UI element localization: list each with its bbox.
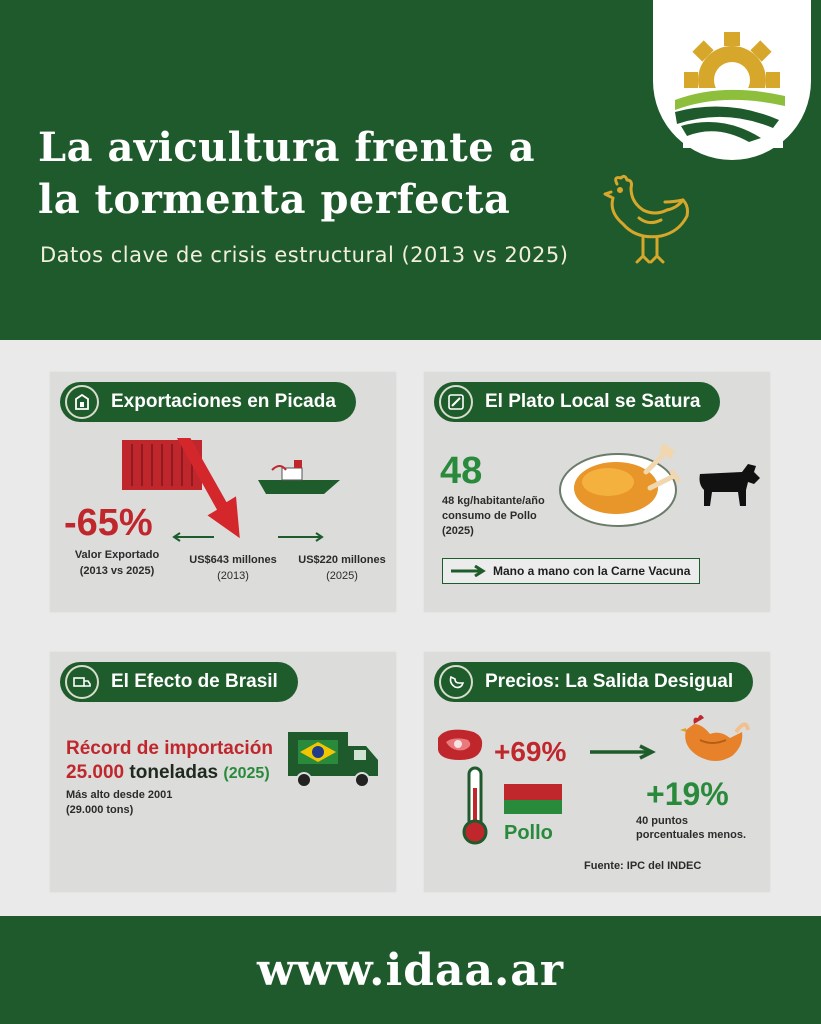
arrow-right-icon: [278, 532, 324, 542]
page-title: La avicultura frente a la tormenta perfe…: [38, 122, 535, 226]
exports-2025-block: US$220 millones (2025): [290, 552, 394, 584]
brasil-notes: Más alto desde 2001 (29.000 tons): [66, 788, 172, 818]
truck-icon: [288, 732, 378, 788]
beef-bar: [504, 784, 562, 800]
prices-source: Fuente: IPC del INDEC: [584, 860, 702, 872]
roast-chicken-icon: [559, 443, 681, 527]
brasil-line-1: Récord de importación: [66, 738, 273, 759]
prices-beef-pct: +69%: [494, 736, 567, 767]
prices-chicken-pct: +19%: [646, 776, 729, 812]
exports-amount-2013: US$643 millones: [189, 554, 277, 566]
chicken-bar: [504, 800, 562, 814]
truck-badge-icon: [65, 665, 99, 699]
exports-value-label: Valor Exportado: [74, 549, 160, 561]
brasil-tons: 25.000: [66, 762, 125, 783]
exports-2013-block: US$643 millones (2013): [178, 552, 288, 584]
plate-compare-box: Mano a mano con la Carne Vacuna: [442, 558, 700, 584]
card-plate-title: El Plato Local se Satura: [485, 391, 701, 412]
hen-icon: [603, 174, 689, 264]
card-exports: Exportaciones en Picada -65% Valor Expor…: [50, 372, 396, 612]
brasil-note-1: Más alto desde 2001: [66, 789, 173, 801]
arrow-right-icon: [590, 744, 656, 760]
brasil-tons-year: (2025): [223, 765, 270, 782]
down-arrow-icon: [176, 438, 240, 538]
prices-points-2: porcentuales menos.: [636, 829, 747, 841]
ship-icon: [258, 460, 340, 494]
brazil-flag-icon: [298, 740, 338, 764]
container-icon: [122, 438, 340, 538]
plate-compare-text: Mano a mano con la Carne Vacuna: [493, 564, 691, 578]
card-exports-header: Exportaciones en Picada: [60, 382, 356, 422]
title-line-2: la tormenta perfecta: [38, 176, 511, 223]
header: La avicultura frente a la tormenta perfe…: [0, 0, 821, 340]
logo: [653, 0, 811, 160]
card-prices: Precios: La Salida Desigual +69% Pollo +…: [424, 652, 770, 892]
thermometer-icon: [462, 766, 488, 845]
subtitle: Datos clave de crisis estructural (2013 …: [40, 243, 569, 267]
prices-points-1: 40 puntos: [636, 815, 688, 827]
plate-big-number: 48: [440, 450, 483, 492]
plate-line-3: (2025): [442, 525, 474, 537]
card-brasil-header: El Efecto de Brasil: [60, 662, 298, 702]
brasil-tons-line: 25.000 toneladas (2025): [66, 762, 270, 784]
knife-plate-icon: [439, 385, 473, 419]
plate-line-2: consumo de Pollo: [442, 510, 537, 522]
export-badge-icon: [65, 385, 99, 419]
card-prices-title: Precios: La Salida Desigual: [485, 671, 734, 692]
card-prices-header: Precios: La Salida Desigual: [434, 662, 754, 702]
card-brasil: El Efecto de Brasil Récord de importació…: [50, 652, 396, 892]
cow-icon: [699, 464, 760, 506]
cards-panel: Exportaciones en Picada -65% Valor Expor…: [0, 340, 821, 916]
card-plate: El Plato Local se Satura 48 48 kg/habita…: [424, 372, 770, 612]
exports-amount-2025: US$220 millones: [298, 554, 386, 566]
card-plate-header: El Plato Local se Satura: [434, 382, 721, 422]
arrow-left-icon: [172, 532, 214, 542]
prices-points: 40 puntos porcentuales menos.: [636, 814, 746, 842]
plate-text-block: 48 kg/habitante/año consumo de Pollo (20…: [442, 494, 545, 539]
chicken-icon: [680, 715, 750, 761]
brasil-note-2: (29.000 tons): [66, 804, 134, 816]
exports-year-2013: (2013): [217, 570, 249, 582]
exports-year-2025: (2025): [326, 570, 358, 582]
steak-icon: [438, 729, 483, 760]
plate-line-1: 48 kg/habitante/año: [442, 495, 545, 507]
brasil-tons-unit: toneladas: [129, 762, 219, 783]
card-exports-title: Exportaciones en Picada: [111, 391, 336, 412]
title-line-1: La avicultura frente a: [38, 124, 536, 171]
arrow-right-icon: [451, 565, 486, 577]
exports-value-block: Valor Exportado (2013 vs 2025): [72, 547, 162, 579]
exports-pct: -65%: [64, 502, 153, 544]
hen-badge-icon: [439, 665, 473, 699]
exports-value-period: (2013 vs 2025): [79, 565, 155, 577]
card-brasil-title: El Efecto de Brasil: [111, 671, 278, 692]
footer-url[interactable]: www.idaa.ar: [256, 944, 565, 996]
logo-gear-icon: [675, 32, 785, 148]
prices-chicken-label: Pollo: [504, 822, 553, 844]
